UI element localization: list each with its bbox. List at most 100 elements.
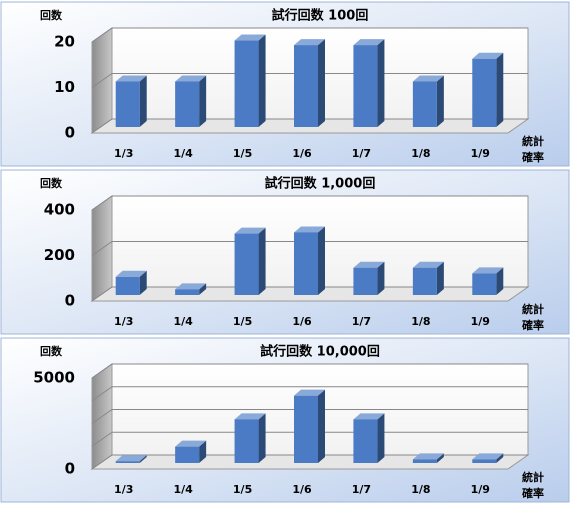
bar-top: [175, 75, 207, 82]
bar: [115, 461, 140, 463]
bar-side: [258, 34, 266, 127]
bar: [472, 58, 497, 127]
bar: [412, 459, 437, 463]
bar-top: [412, 75, 444, 82]
x-axis-label: 確率: [522, 150, 544, 164]
bar-top: [412, 453, 444, 460]
x-axis-label: 統計: [522, 302, 544, 316]
bar: [412, 267, 437, 295]
x-tick-label: 1/7: [352, 315, 371, 328]
bar: [234, 419, 259, 463]
x-tick-label: 1/7: [352, 483, 371, 496]
bar-top: [234, 34, 266, 41]
x-tick-label: 1/9: [471, 147, 490, 160]
x-tick-label: 1/3: [114, 315, 133, 328]
bar-side: [436, 261, 444, 295]
x-tick-label: 1/9: [471, 483, 490, 496]
bar: [175, 446, 200, 463]
x-tick-label: 1/6: [292, 483, 312, 496]
bar: [472, 273, 497, 295]
grid-line: [91, 73, 528, 88]
bar-side: [377, 261, 385, 295]
bar-side: [139, 75, 147, 127]
bar-top: [472, 267, 504, 274]
y-tick-label: 0: [65, 460, 75, 478]
bar-top: [294, 226, 325, 233]
bar-side: [318, 39, 325, 127]
grid-line: [91, 409, 528, 424]
bar-side: [436, 75, 444, 127]
bar-side: [496, 453, 504, 463]
y-tick-label: 5000: [33, 369, 75, 387]
grid-line: [91, 286, 528, 302]
y-axis-label: 回数: [40, 176, 63, 190]
bar: [115, 81, 140, 127]
bar-top: [234, 227, 266, 234]
y-tick-label: 0: [65, 292, 75, 310]
x-tick-label: 1/7: [352, 147, 371, 160]
bar-side: [199, 440, 207, 463]
bar-top: [175, 440, 207, 447]
grid-line: [91, 431, 528, 447]
x-tick-label: 1/6: [292, 147, 312, 160]
x-tick-label: 1/5: [233, 147, 252, 160]
bar-side: [318, 389, 325, 463]
bar-top: [294, 39, 325, 46]
x-tick-label: 1/6: [292, 315, 312, 328]
bar: [294, 45, 318, 127]
bar-side: [377, 413, 385, 463]
bar: [412, 81, 437, 127]
x-tick-label: 1/8: [411, 483, 430, 496]
bar: [353, 419, 378, 463]
bar-side: [199, 75, 207, 127]
x-tick-label: 1/4: [173, 147, 193, 160]
x-tick-label: 1/5: [233, 483, 252, 496]
y-tick-label: 400: [44, 201, 75, 219]
y-axis-label: 回数: [40, 344, 63, 358]
grid-line: [91, 118, 528, 134]
y-tick-label: 200: [44, 246, 75, 264]
grid-line: [91, 454, 528, 470]
bar-top: [353, 39, 385, 46]
bar-side: [139, 270, 147, 295]
x-tick-label: 1/5: [233, 315, 252, 328]
y-axis-label: 回数: [40, 8, 63, 22]
bar-top: [472, 52, 504, 59]
grid-line: [91, 363, 528, 379]
bar-top: [115, 270, 147, 277]
x-axis-label: 確率: [522, 486, 544, 500]
x-axis-label: 統計: [522, 470, 544, 484]
bar-top: [472, 453, 504, 460]
grid-line: [91, 27, 528, 43]
x-axis-label: 確率: [522, 318, 544, 332]
bar: [294, 232, 318, 295]
bar-top: [234, 413, 266, 420]
bar: [115, 276, 140, 295]
bar-top: [353, 413, 385, 420]
grid-line: [91, 241, 528, 256]
y-tick-label: 10: [54, 78, 75, 96]
x-tick-label: 1/3: [114, 483, 133, 496]
bar: [175, 81, 200, 127]
x-tick-label: 1/4: [173, 315, 193, 328]
x-axis-label: 統計: [522, 134, 544, 148]
bar-side: [199, 283, 207, 295]
bar-side: [496, 52, 504, 127]
bar: [472, 459, 497, 463]
bar: [234, 233, 259, 295]
chart-title: 試行回数 100回: [272, 8, 369, 24]
chart-title: 試行回数 1,000回: [265, 176, 376, 192]
bar-top: [294, 389, 325, 396]
bar: [353, 267, 378, 295]
grid-line: [91, 386, 528, 402]
bar-top: [353, 261, 385, 268]
bar: [353, 45, 378, 127]
bar-top: [115, 455, 147, 462]
bar-side: [258, 413, 266, 463]
bar: [294, 395, 318, 463]
bar-side: [318, 226, 325, 295]
y-tick-label: 0: [65, 124, 75, 142]
